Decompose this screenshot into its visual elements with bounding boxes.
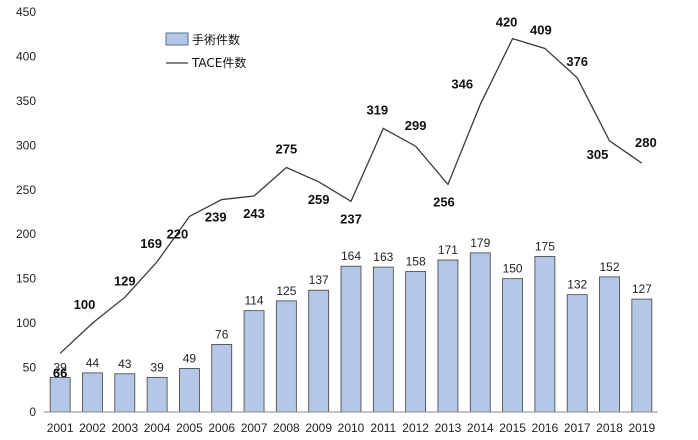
- y-tick-label: 200: [16, 227, 36, 241]
- bar-data-label: 158: [406, 255, 426, 269]
- bar-data-label: 150: [503, 262, 523, 276]
- x-tick-label: 2019: [628, 421, 655, 435]
- legend: 手術件数 TACE件数: [165, 32, 246, 70]
- x-tick-label: 2016: [532, 421, 559, 435]
- x-tick-label: 2009: [305, 421, 332, 435]
- bar-data-label: 171: [438, 243, 458, 257]
- bar: [308, 289, 330, 413]
- line-data-label: 420: [496, 15, 518, 30]
- bar: [114, 373, 136, 413]
- legend-bar-swatch: [165, 32, 189, 46]
- bar: [211, 344, 233, 413]
- y-tick-label: 350: [16, 94, 36, 108]
- line-data-label: 299: [405, 118, 427, 133]
- bar-data-label: 43: [118, 357, 132, 371]
- x-tick-label: 2004: [144, 421, 171, 435]
- x-tick-label: 2006: [208, 421, 235, 435]
- line-data-label: 346: [451, 76, 473, 91]
- line-data-label: 376: [566, 54, 588, 69]
- line-data-label: 275: [276, 142, 298, 157]
- bar-data-label: 39: [53, 360, 67, 374]
- legend-label-line: TACE件数: [191, 55, 246, 70]
- bar: [372, 266, 394, 413]
- line-data-label: 239: [205, 210, 227, 225]
- line-data-label: 237: [340, 211, 362, 226]
- line-data-label: 256: [433, 194, 455, 209]
- line-data-labels: 66 100 129 169 220 239 243 275 259 237 319 299 256 34…: [53, 15, 657, 381]
- y-tick-label: 450: [16, 5, 36, 19]
- y-tick-label: 100: [16, 316, 36, 330]
- line-data-label: 100: [74, 297, 96, 312]
- bar-data-labels: 39 44 43 39 49 76 114 125 137 164 163 158 171 179 150 1…: [53, 236, 652, 374]
- bar-data-label: 125: [276, 284, 296, 298]
- line-data-label: 259: [308, 192, 330, 207]
- y-tick-label: 0: [29, 405, 36, 419]
- bar-data-label: 132: [567, 278, 587, 292]
- y-tick-label: 300: [16, 138, 36, 152]
- line-data-label: 305: [587, 147, 609, 162]
- legend-label-bar: 手術件数: [192, 32, 240, 47]
- bar: [179, 368, 200, 413]
- bar: [437, 259, 459, 413]
- bar: [566, 294, 588, 413]
- line-series: [59, 37, 643, 354]
- x-tick-label: 2001: [47, 421, 74, 435]
- bar-data-label: 76: [215, 327, 229, 341]
- x-tick-label: 2010: [338, 421, 365, 435]
- line-data-label: 243: [243, 206, 265, 221]
- line-path: [59, 37, 643, 354]
- x-axis-ticks: 2001 2002 2003 2004 2005 2006 2007 2008 2009 2010…: [47, 421, 656, 435]
- bar: [599, 276, 620, 413]
- x-tick-label: 2013: [435, 421, 462, 435]
- bar: [469, 252, 491, 413]
- x-tick-label: 2014: [467, 421, 494, 435]
- bar: [340, 265, 362, 413]
- bar-data-label: 152: [600, 260, 620, 274]
- y-tick-label: 150: [16, 272, 36, 286]
- line-data-label: 220: [167, 226, 189, 241]
- bar-data-label: 39: [150, 360, 164, 374]
- bar-data-label: 164: [341, 249, 361, 263]
- line-data-label: 129: [114, 273, 136, 288]
- bar-data-label: 163: [373, 250, 393, 264]
- y-tick-label: 400: [16, 49, 36, 63]
- bar: [49, 376, 71, 413]
- x-tick-label: 2017: [564, 421, 591, 435]
- line-data-label: 280: [635, 135, 657, 150]
- x-tick-label: 2018: [596, 421, 623, 435]
- x-tick-label: 2002: [79, 421, 106, 435]
- bar-data-label: 127: [632, 282, 652, 296]
- x-tick-label: 2008: [273, 421, 300, 435]
- x-tick-label: 2011: [370, 421, 396, 435]
- bar-data-label: 49: [183, 351, 197, 365]
- bar: [146, 376, 168, 413]
- bar-data-label: 179: [470, 236, 490, 250]
- y-tick-label: 50: [23, 361, 37, 375]
- x-tick-label: 2015: [499, 421, 526, 435]
- x-tick-label: 2003: [111, 421, 138, 435]
- y-axis-ticks: 0 50 100 150 200 250 300 350 400 450: [16, 5, 36, 419]
- line-data-label: 409: [530, 22, 552, 37]
- line-data-label: 319: [366, 102, 388, 117]
- bar-data-label: 114: [244, 294, 263, 308]
- bar: [534, 256, 556, 413]
- line-data-label: 66: [53, 365, 67, 380]
- bar: [502, 278, 523, 413]
- line-data-label: 169: [140, 236, 162, 251]
- bar: [82, 372, 103, 413]
- bar-series: [49, 252, 653, 413]
- bar-data-label: 44: [86, 356, 100, 370]
- bar: [243, 310, 265, 413]
- x-tick-label: 2005: [176, 421, 203, 435]
- bar-data-label: 137: [309, 273, 329, 287]
- y-tick-label: 250: [16, 183, 36, 197]
- bar: [631, 298, 653, 413]
- x-tick-label: 2012: [402, 421, 429, 435]
- bar-data-label: 175: [535, 239, 555, 253]
- bar: [275, 300, 297, 413]
- bar: [405, 271, 427, 413]
- x-tick-label: 2007: [241, 421, 268, 435]
